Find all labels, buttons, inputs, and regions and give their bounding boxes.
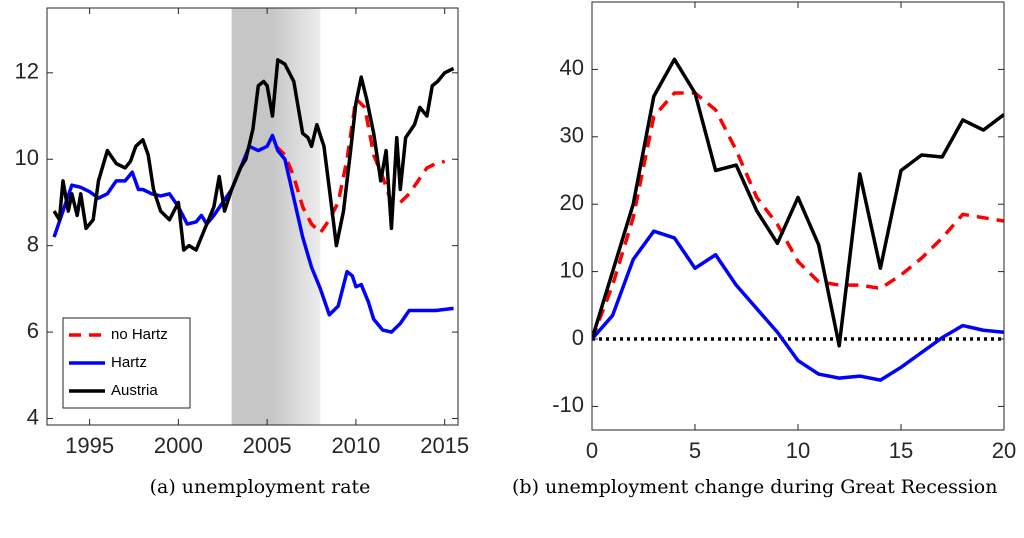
legend-label: no Hartz bbox=[111, 326, 168, 343]
x-tick-label: 2005 bbox=[243, 433, 292, 458]
legend-box bbox=[62, 317, 191, 409]
x-tick-label: 2015 bbox=[420, 433, 469, 458]
series-line bbox=[52, 58, 455, 252]
y-tick-label: 10 bbox=[560, 257, 584, 282]
y-tick-label: 10 bbox=[15, 145, 39, 170]
x-tick-label: 2010 bbox=[331, 433, 380, 458]
x-tick-label: 1995 bbox=[65, 433, 114, 458]
x-tick-label: 0 bbox=[586, 438, 598, 463]
series-line bbox=[592, 57, 1004, 348]
y-tick-label: 12 bbox=[15, 59, 39, 84]
series-line bbox=[592, 229, 1004, 382]
y-tick-label: 8 bbox=[27, 231, 39, 256]
y-tick-label: 6 bbox=[27, 318, 39, 343]
legend-label: Hartz bbox=[111, 354, 147, 371]
series-line bbox=[592, 91, 1004, 340]
y-tick-label: 20 bbox=[560, 190, 584, 215]
series-line bbox=[52, 133, 454, 334]
x-tick-label: 15 bbox=[889, 438, 913, 463]
y-tick-label: 0 bbox=[572, 325, 584, 350]
y-tick-label: -10 bbox=[552, 392, 584, 417]
y-tick-label: 30 bbox=[560, 123, 584, 148]
plot-frame bbox=[591, 1, 1005, 431]
y-tick-label: 4 bbox=[27, 404, 39, 429]
caption: (a) unemployment rate bbox=[149, 476, 371, 498]
x-tick-label: 5 bbox=[689, 438, 701, 463]
plot-frame bbox=[46, 7, 459, 426]
x-tick-label: 20 bbox=[992, 438, 1016, 463]
x-tick-label: 10 bbox=[786, 438, 810, 463]
legend-label: Austria bbox=[111, 382, 158, 399]
y-tick-label: 40 bbox=[560, 55, 584, 80]
x-tick-label: 2000 bbox=[154, 433, 203, 458]
series-line bbox=[274, 97, 446, 235]
caption: (b) unemployment change during Great Rec… bbox=[512, 476, 998, 498]
